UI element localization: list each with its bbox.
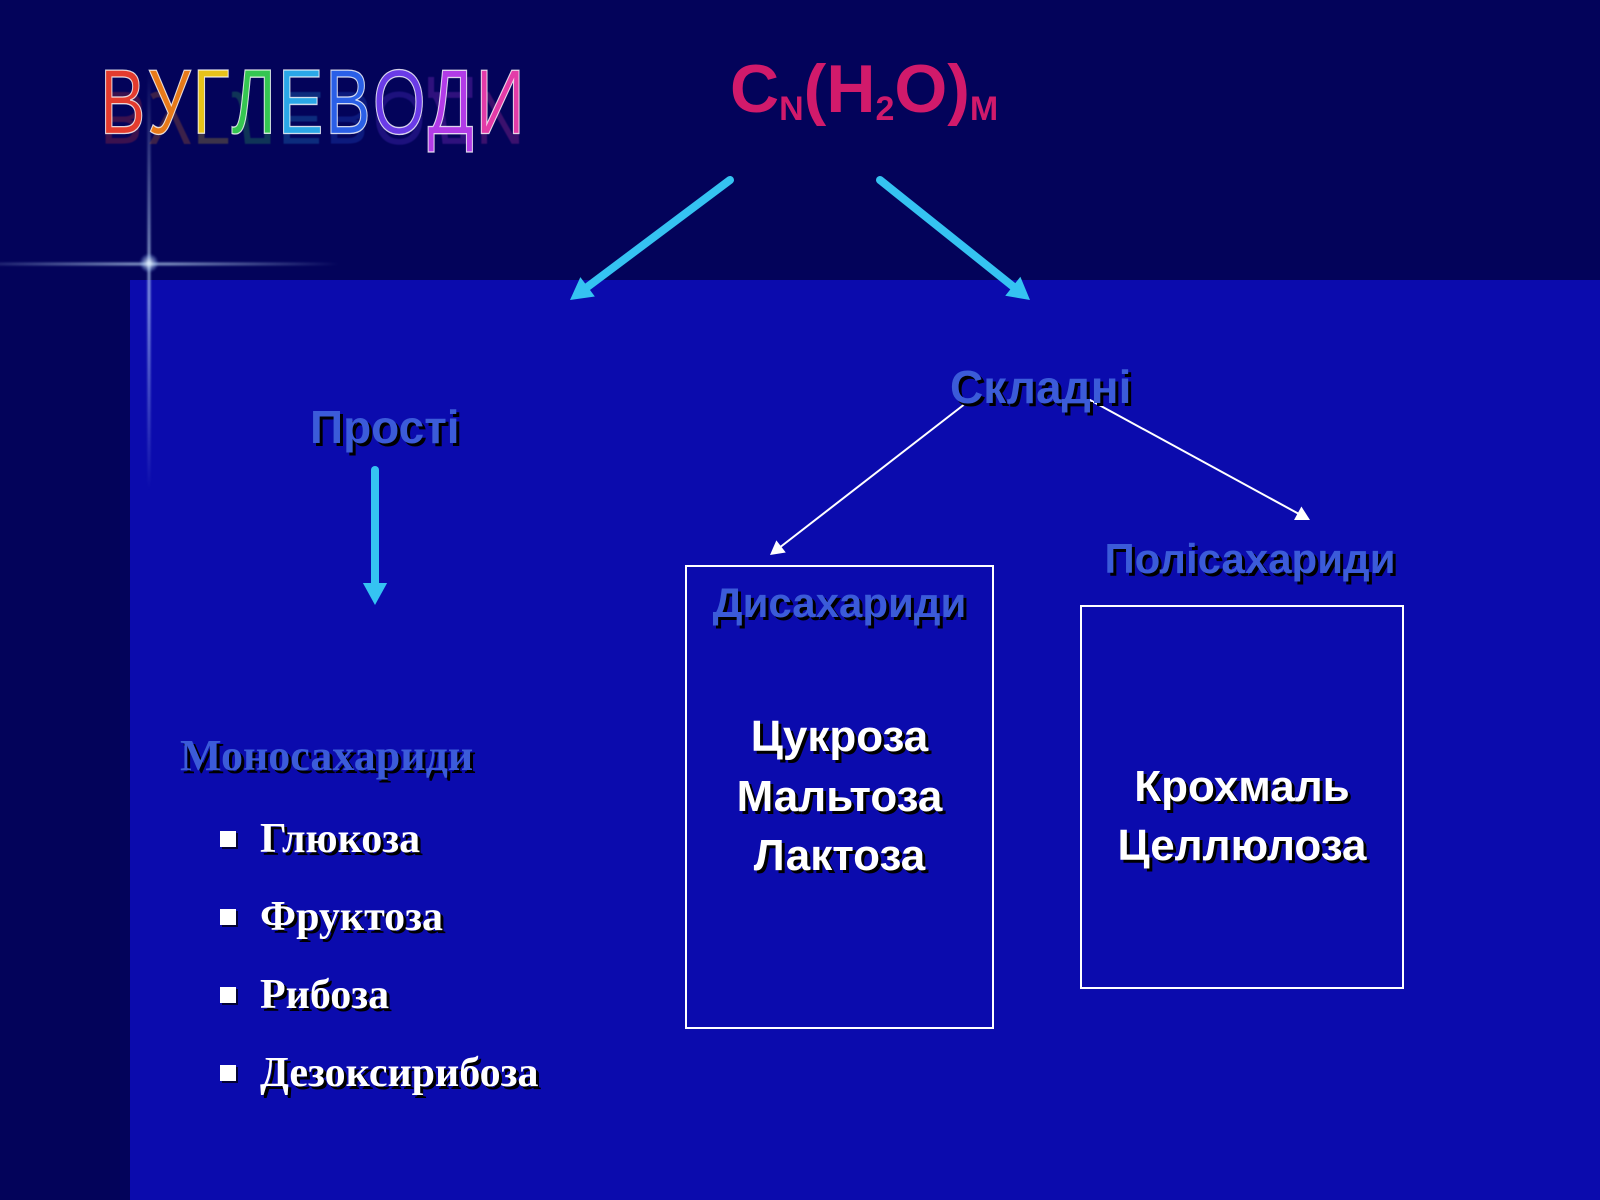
chemical-formula: CN(H2O)M — [730, 55, 998, 123]
bullet-square-icon — [220, 987, 236, 1003]
mono-item-label: Глюкоза — [260, 815, 420, 863]
mono-list-item: Дезоксирибоза — [220, 1034, 539, 1112]
mono-list-item: Рибоза — [220, 956, 539, 1034]
mono-list-item: Фруктоза — [220, 878, 539, 956]
polysaccharides-items: КрохмальЦеллюлоза — [1082, 757, 1402, 876]
mono-item-label: Рибоза — [260, 971, 389, 1019]
heading-simple: Прості — [310, 400, 460, 454]
lens-flare-core — [140, 254, 158, 272]
mono-list-item: Глюкоза — [220, 800, 539, 878]
bullet-square-icon — [220, 909, 236, 925]
mono-bullet-list: Глюкоза Фруктоза Рибоза Дезоксирибоза — [220, 800, 539, 1112]
disaccharide-item: Цукроза — [687, 707, 992, 766]
heading-complex: Складні — [950, 360, 1131, 414]
polysaccharides-title: Полісахариди — [1070, 535, 1430, 583]
arrow-to-simple — [540, 150, 760, 330]
arrow-simple-to-mono — [345, 440, 405, 635]
lens-flare-horizontal — [0, 263, 340, 265]
slide: ВУГЛЕВОДИ ВУГЛЕВОДИ CN(H2O)M Прості Скла… — [0, 0, 1600, 1200]
mono-item-label: Фруктоза — [260, 893, 443, 941]
mono-item-label: Дезоксирибоза — [260, 1049, 539, 1097]
disaccharide-item: Мальтоза — [687, 767, 992, 826]
bullet-square-icon — [220, 1065, 236, 1081]
arrow-to-complex — [850, 150, 1060, 330]
polysaccharides-box: КрохмальЦеллюлоза — [1080, 605, 1404, 989]
mono-title: Моносахариди — [180, 730, 473, 781]
disaccharides-items: ЦукрозаМальтозаЛактоза — [687, 707, 992, 885]
polysaccharide-item: Крохмаль — [1082, 757, 1402, 816]
title-rainbow: ВУГЛЕВОДИ — [100, 50, 527, 155]
disaccharides-box: Дисахариди ЦукрозаМальтозаЛактоза — [685, 565, 994, 1029]
disaccharide-item: Лактоза — [687, 826, 992, 885]
polysaccharide-item: Целлюлоза — [1082, 816, 1402, 875]
bullet-square-icon — [220, 831, 236, 847]
disaccharides-title: Дисахариди — [687, 567, 992, 627]
